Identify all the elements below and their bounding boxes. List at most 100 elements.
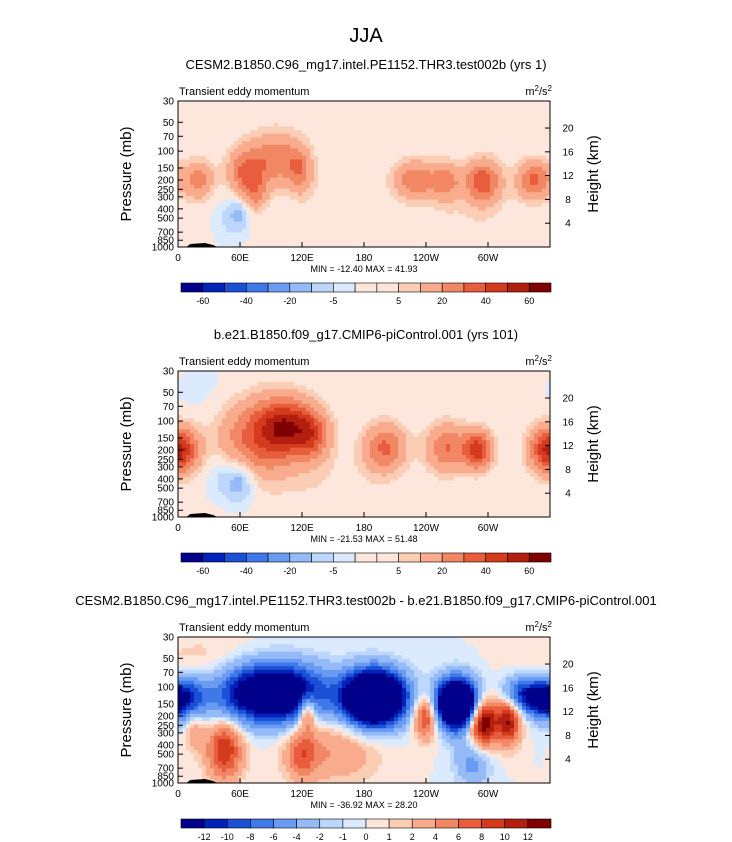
contour-cell <box>366 170 371 175</box>
contour-cell <box>242 243 247 248</box>
contour-cell <box>354 239 359 244</box>
contour-cell <box>466 206 471 211</box>
contour-cell <box>426 184 431 189</box>
contour-cell <box>202 236 207 241</box>
contour-cell <box>214 170 219 175</box>
contour-cell <box>426 144 431 149</box>
contour-cell <box>230 411 235 416</box>
units-main: m <box>525 86 534 98</box>
contour-cell <box>430 163 435 168</box>
contour-cell <box>350 133 355 138</box>
contour-cell <box>294 385 299 390</box>
contour-cell <box>494 133 499 138</box>
contour-cell <box>178 199 183 204</box>
contour-cell <box>466 400 471 405</box>
contour-cell <box>342 174 347 179</box>
contour-cell <box>398 378 403 383</box>
contour-cell <box>266 104 271 109</box>
contour-cell <box>246 122 251 127</box>
contour-cell <box>266 236 271 241</box>
contour-cell <box>354 181 359 186</box>
contour-cell <box>222 236 227 241</box>
contour-cell <box>510 155 515 160</box>
contour-cell <box>222 221 227 226</box>
contour-cell <box>534 203 539 208</box>
contour-cell <box>478 166 483 171</box>
contour-cell <box>506 170 511 175</box>
contour-cell <box>222 174 227 179</box>
contour-cell <box>346 400 351 405</box>
contour-cell <box>534 396 539 401</box>
contour-cell <box>386 130 391 135</box>
contour-cell <box>450 385 455 390</box>
contour-cell <box>298 111 303 116</box>
contour-cell <box>514 374 519 379</box>
contour-cell <box>246 119 251 124</box>
contour-cell <box>474 385 479 390</box>
contour-cell <box>430 214 435 219</box>
contour-cell <box>330 101 335 106</box>
contour-cell <box>510 206 515 211</box>
contour-cell <box>370 188 375 193</box>
contour-cell <box>434 203 439 208</box>
contour-cell <box>334 243 339 248</box>
contour-cell <box>482 210 487 215</box>
contour-cell <box>534 392 539 397</box>
contour-cell <box>330 181 335 186</box>
contour-cell <box>378 192 383 197</box>
contour-cell <box>518 232 523 237</box>
contour-cell <box>290 225 295 230</box>
contour-cell <box>226 374 231 379</box>
contour-cell <box>438 170 443 175</box>
contour-cell <box>178 385 183 390</box>
contour-cell <box>454 174 459 179</box>
contour-cell <box>446 174 451 179</box>
contour-cell <box>214 115 219 120</box>
contour-cell <box>386 228 391 233</box>
contour-cell <box>278 152 283 157</box>
contour-cell <box>438 381 443 386</box>
contour-cell <box>266 411 271 416</box>
contour-cell <box>222 414 227 419</box>
contour-cell <box>274 159 279 164</box>
contour-cell <box>390 174 395 179</box>
contour-cell <box>310 130 315 135</box>
contour-cell <box>254 392 259 397</box>
contour-cell <box>450 152 455 157</box>
contour-cell <box>234 177 239 182</box>
contour-cell <box>518 225 523 230</box>
contour-cell <box>290 371 295 376</box>
contour-cell <box>214 232 219 237</box>
contour-cell <box>430 199 435 204</box>
contour-cell <box>506 115 511 120</box>
contour-cell <box>218 414 223 419</box>
contour-cell <box>406 236 411 241</box>
contour-cell <box>374 170 379 175</box>
contour-cell <box>526 385 531 390</box>
contour-cell <box>402 108 407 113</box>
contour-cell <box>538 210 543 215</box>
contour-cell <box>498 184 503 189</box>
contour-cell <box>370 221 375 226</box>
contour-cell <box>290 396 295 401</box>
contour-cell <box>462 184 467 189</box>
contour-cell <box>278 243 283 248</box>
contour-cell <box>426 214 431 219</box>
contour-cell <box>314 170 319 175</box>
contour-cell <box>542 122 547 127</box>
contour-cell <box>442 148 447 153</box>
contour-cell <box>238 228 243 233</box>
contour-cell <box>502 221 507 226</box>
contour-cell <box>190 181 195 186</box>
contour-cell <box>370 239 375 244</box>
contour-cell <box>274 101 279 106</box>
contour-cell <box>358 184 363 189</box>
contour-cell <box>410 389 415 394</box>
contour-cell <box>194 195 199 200</box>
contour-cell <box>458 130 463 135</box>
contour-cell <box>278 236 283 241</box>
contour-cell <box>482 232 487 237</box>
contour-cell <box>314 126 319 131</box>
contour-cell <box>522 214 527 219</box>
contour-cell <box>354 155 359 160</box>
